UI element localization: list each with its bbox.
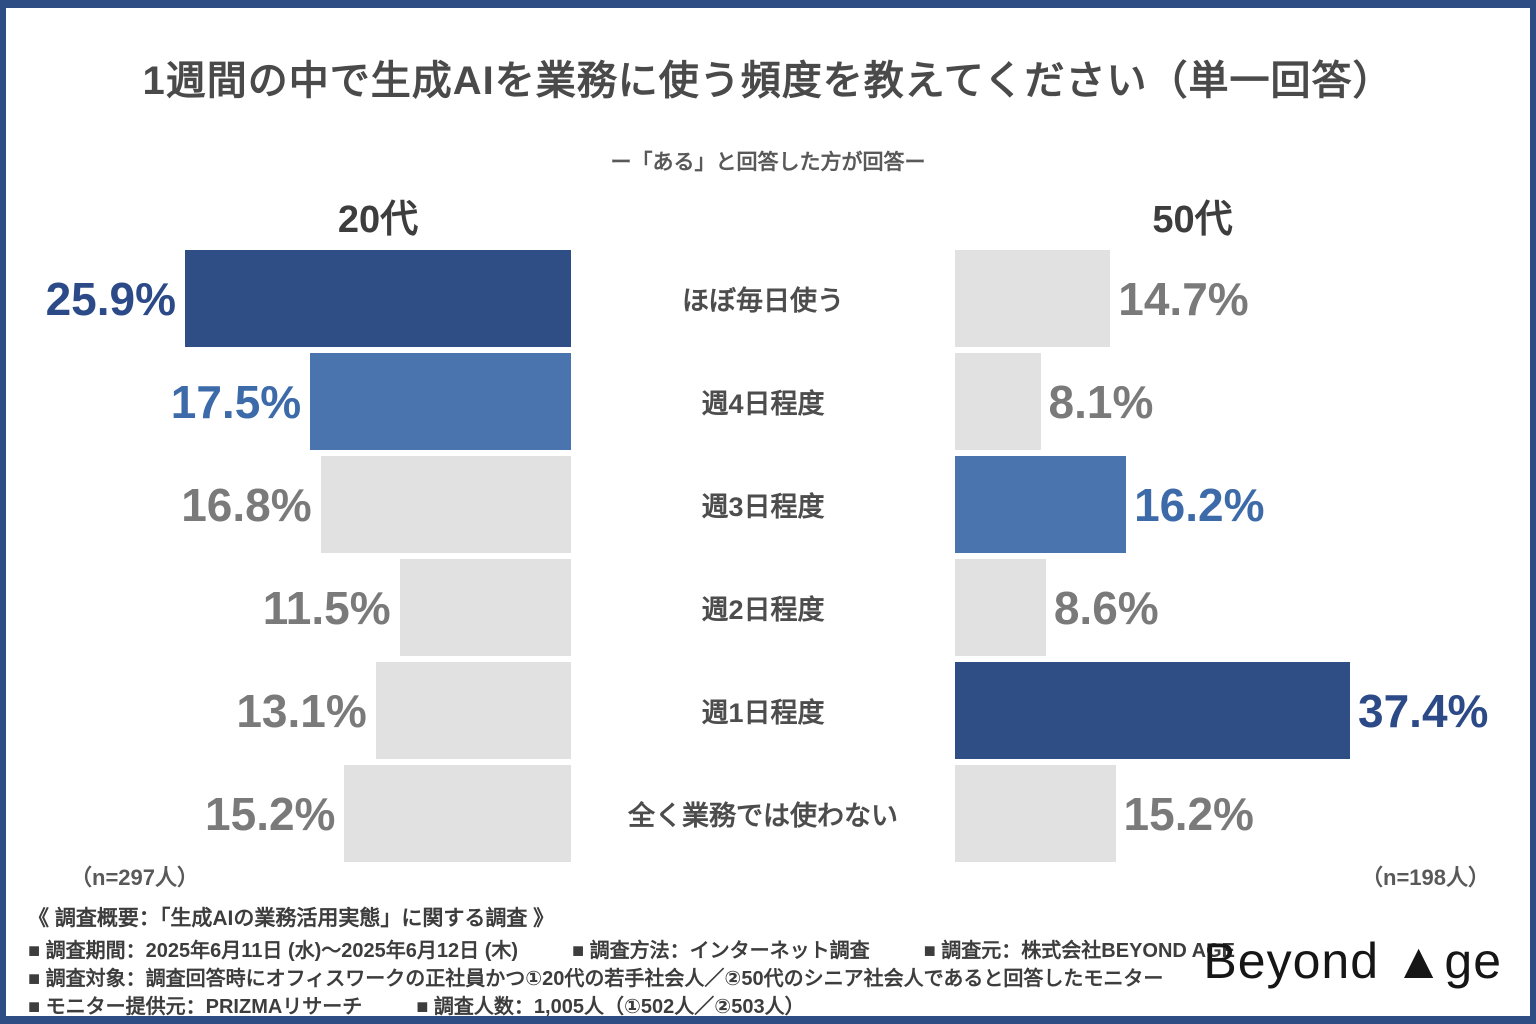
chart-row-3: 11.5% 週2日程度 8.6% (45, 559, 1491, 656)
sample-size-50s: （n=198人） (1361, 865, 1490, 890)
page-title: 1週間の中で生成AIを業務に使う頻度を教えてください（単一回答） (142, 59, 1394, 103)
bar-50s-row2 (955, 456, 1127, 553)
category-label-row3: 週2日程度 (701, 595, 825, 625)
sample-size-20s: （n=297人） (70, 865, 199, 890)
value-label-20s-row4: 13.1% (236, 684, 367, 737)
bar-50s-row0 (955, 250, 1111, 347)
chart-row-0: 25.9% ほぼ毎日使う 14.7% (45, 250, 1491, 347)
bar-50s-row4 (955, 662, 1350, 759)
value-label-50s-row1: 8.1% (1048, 375, 1154, 428)
value-label-20s-row0: 25.9% (45, 272, 176, 325)
value-label-50s-row0: 14.7% (1118, 272, 1249, 325)
chart-row-5: 15.2% 全く業務では使わない 15.2% (45, 765, 1491, 862)
category-label-row5: 全く業務では使わない (628, 801, 898, 831)
bar-50s-row5 (955, 765, 1116, 862)
chart-row-2: 16.8% 週3日程度 16.2% (45, 456, 1491, 553)
bar-50s-row1 (955, 353, 1041, 450)
bar-20s-row1 (310, 353, 571, 450)
survey-detail-item-0-2: ■ 調査元：株式会社BEYOND AGE (923, 939, 1236, 962)
bar-20s-row5 (344, 765, 571, 862)
category-label-row1: 週4日程度 (701, 389, 825, 419)
bar-50s-row3 (955, 559, 1046, 656)
survey-detail-row-0: ■ 調査期間：2025年6月11日 (水)～2025年6月12日 (木) ■ 調査… (28, 934, 1235, 962)
category-label-row4: 週1日程度 (701, 698, 825, 728)
value-label-50s-row2: 16.2% (1134, 478, 1265, 531)
value-label-50s-row3: 8.6% (1053, 581, 1159, 634)
survey-detail-item-1-0: ■ 調査対象：調査回答時にオフィスワークの正社員かつ①20代の若手社会人／②50… (28, 967, 1164, 990)
bar-20s-row2 (320, 456, 571, 553)
subtitle: ー「ある」と回答した方が回答ー (610, 151, 926, 174)
series-header-20s: 20代 (337, 199, 419, 241)
bar-chart-rows: 25.9% ほぼ毎日使う 14.7% 17.5% 週4日程度 8.1% 16.8% 週3日程度… (45, 250, 1491, 868)
value-label-50s-row4: 37.4% (1358, 684, 1489, 737)
survey-detail-item-0-1: ■ 調査方法：インターネット調査 (572, 939, 870, 962)
bar-20s-row0 (185, 250, 571, 347)
bar-20s-row3 (399, 559, 571, 656)
category-label-row2: 週3日程度 (701, 492, 825, 522)
beyond-age-logo: Beyond ▲ge (1203, 933, 1502, 989)
survey-detail-item-0-0: ■ 調査期間：2025年6月11日 (水)～2025年6月12日 (木) (28, 939, 519, 962)
survey-detail-row-1: ■ 調査対象：調査回答時にオフィスワークの正社員かつ①20代の若手社会人／②50… (28, 962, 1208, 990)
value-label-20s-row2: 16.8% (181, 478, 312, 531)
survey-details: ■ 調査期間：2025年6月11日 (水)～2025年6月12日 (木) ■ 調査… (28, 934, 1235, 1018)
survey-detail-item-2-0: ■ モニター提供元：PRIZMAリサーチ (28, 995, 363, 1018)
value-label-20s-row5: 15.2% (205, 787, 336, 840)
survey-detail-row-2: ■ モニター提供元：PRIZMAリサーチ ■ 調査人数：1,005人（①502人／… (28, 990, 1208, 1018)
value-label-50s-row5: 15.2% (1123, 787, 1254, 840)
survey-detail-item-2-1: ■ 調査人数：1,005人（①502人／②503人） (416, 995, 805, 1018)
value-label-20s-row1: 17.5% (170, 375, 302, 428)
chart-row-1: 17.5% 週4日程度 8.1% (45, 353, 1491, 450)
survey-overview-heading: 《 調査概要：「生成AIの業務活用実態」に関する調査 》 (28, 907, 555, 930)
series-header-50s: 50代 (1152, 199, 1233, 241)
value-label-20s-row3: 11.5% (262, 581, 391, 634)
category-label-row0: ほぼ毎日使う (682, 286, 844, 316)
chart-row-4: 13.1% 週1日程度 37.4% (45, 662, 1491, 759)
bar-20s-row4 (375, 662, 571, 759)
